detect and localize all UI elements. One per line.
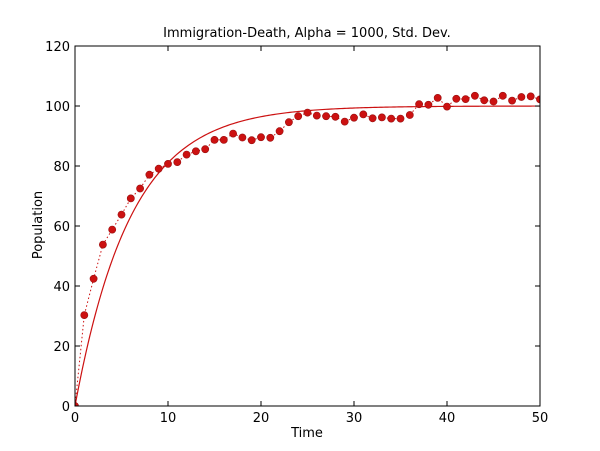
chart-title: Immigration-Death, Alpha = 1000, Std. De…	[163, 26, 451, 41]
y-tick-label: 120	[45, 40, 70, 55]
y-axis: 0 20 40 60 80 100 120	[45, 40, 540, 415]
data-point	[164, 159, 172, 168]
data-point	[117, 210, 126, 219]
series-dotted-line	[74, 95, 541, 407]
x-tick-label: 50	[532, 411, 549, 426]
data-point	[396, 114, 405, 123]
data-point	[470, 91, 479, 100]
data-point	[126, 194, 135, 203]
data-point	[536, 95, 540, 104]
data-point	[405, 111, 414, 119]
data-point	[219, 135, 228, 144]
data-point	[210, 135, 219, 144]
data-point	[303, 108, 312, 117]
data-point	[257, 133, 265, 142]
y-tick-label: 0	[62, 400, 70, 415]
data-point	[359, 110, 368, 119]
data-point	[99, 240, 107, 249]
data-point	[191, 147, 200, 156]
series-curve	[74, 105, 540, 407]
data-point	[452, 94, 461, 103]
x-tick-label: 20	[253, 411, 270, 426]
data-point	[377, 113, 386, 122]
data-point	[154, 164, 163, 173]
data-point	[201, 145, 210, 154]
y-tick-label: 20	[53, 340, 70, 355]
y-tick-label: 100	[45, 100, 70, 115]
data-point	[173, 158, 182, 166]
data-point	[284, 118, 293, 127]
data-point	[517, 93, 526, 101]
data-point	[136, 184, 144, 193]
data-point	[508, 96, 516, 105]
x-tick-label: 30	[346, 411, 363, 426]
data-point	[294, 112, 303, 121]
x-tick-label: 0	[71, 411, 79, 426]
data-point	[415, 100, 423, 109]
plot-frame	[74, 45, 541, 407]
data-point	[350, 113, 358, 122]
data-point	[526, 92, 535, 101]
data-point	[480, 96, 489, 105]
data-point	[182, 150, 191, 159]
data-point	[266, 133, 275, 142]
data-point	[498, 91, 507, 100]
data-point	[340, 117, 349, 126]
data-point	[387, 114, 396, 123]
y-tick-label: 40	[53, 280, 70, 295]
x-tick-label: 40	[439, 411, 456, 426]
data-point	[145, 170, 154, 179]
data-point	[331, 112, 340, 121]
data-point	[489, 97, 498, 106]
data-point	[229, 129, 237, 138]
data-point	[322, 112, 330, 121]
data-point	[312, 111, 321, 120]
data-point	[443, 102, 451, 111]
plot-area	[74, 91, 541, 407]
x-tick-label: 10	[160, 411, 177, 426]
data-point	[461, 95, 470, 103]
x-axis-label: Time	[290, 426, 323, 441]
data-point	[433, 94, 442, 102]
data-point	[247, 136, 256, 145]
data-point	[424, 100, 433, 109]
y-tick-label: 80	[53, 160, 70, 175]
data-point	[275, 127, 284, 136]
x-axis: 0 10 20 30 40 50	[71, 46, 548, 426]
data-point	[108, 225, 117, 234]
data-point	[368, 114, 377, 123]
y-axis-label: Population	[31, 191, 46, 259]
data-point	[80, 311, 89, 319]
y-tick-label: 60	[53, 220, 70, 235]
data-point	[89, 274, 98, 283]
data-point	[238, 133, 247, 142]
